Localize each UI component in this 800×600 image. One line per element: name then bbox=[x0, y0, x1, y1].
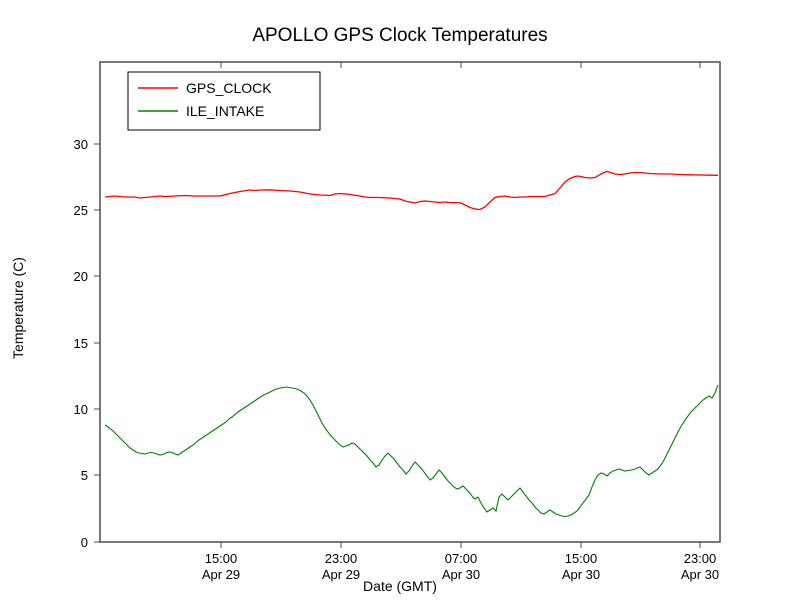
y-axis-label: Temperature (C) bbox=[10, 257, 26, 359]
xtick-time-0: 15:00 bbox=[205, 551, 238, 566]
ile-intake-line bbox=[105, 385, 718, 517]
chart-container: APOLLO GPS Clock Temperatures 0 5 10 15 … bbox=[0, 0, 800, 600]
legend-label-gps: GPS_CLOCK bbox=[186, 80, 272, 96]
ytick-25: 25 bbox=[74, 203, 88, 218]
top-ticks bbox=[221, 62, 700, 68]
x-ticks: 15:00 Apr 29 23:00 Apr 29 07:00 Apr 30 1… bbox=[202, 542, 719, 582]
ytick-0: 0 bbox=[81, 535, 88, 550]
ytick-20: 20 bbox=[74, 269, 88, 284]
legend-label-ile: ILE_INTAKE bbox=[186, 103, 264, 119]
xtick-time-2: 07:00 bbox=[445, 551, 478, 566]
x-axis-label: Date (GMT) bbox=[0, 578, 800, 594]
ytick-5: 5 bbox=[81, 468, 88, 483]
gps-clock-line bbox=[105, 172, 718, 210]
xtick-time-4: 23:00 bbox=[684, 551, 717, 566]
xtick-time-1: 23:00 bbox=[325, 551, 358, 566]
legend-box: GPS_CLOCK ILE_INTAKE bbox=[128, 72, 320, 130]
ytick-15: 15 bbox=[74, 336, 88, 351]
ytick-30: 30 bbox=[74, 137, 88, 152]
xtick-time-3: 15:00 bbox=[565, 551, 598, 566]
chart-svg: 0 5 10 15 20 25 30 15:00 Apr 29 23:00 Ap… bbox=[0, 0, 800, 600]
y-ticks: 0 5 10 15 20 25 30 bbox=[74, 137, 100, 550]
ytick-10: 10 bbox=[74, 402, 88, 417]
